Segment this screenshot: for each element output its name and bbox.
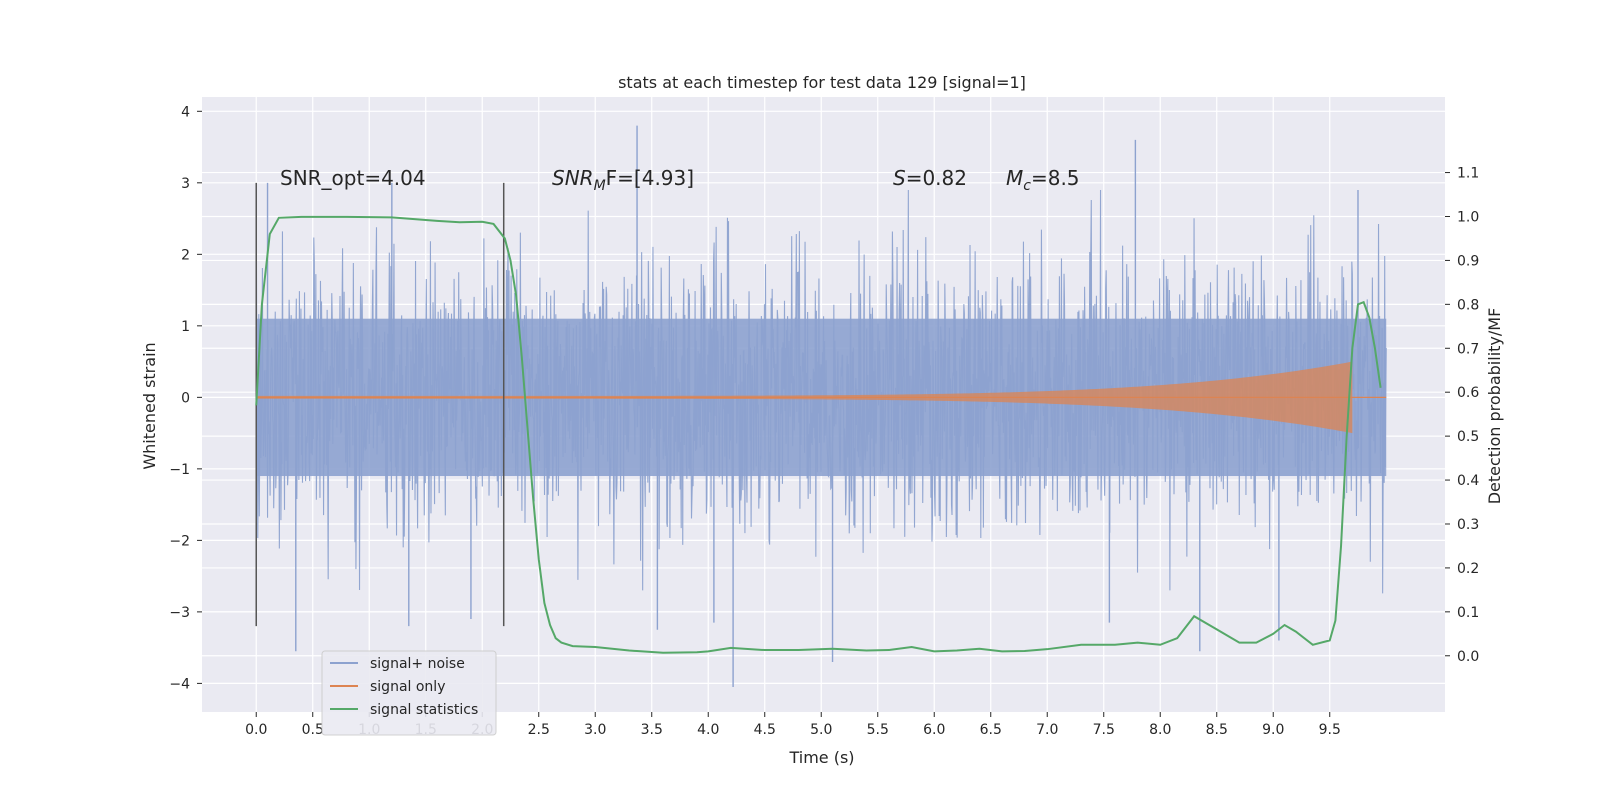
x-tick-label: 3.0 — [584, 722, 606, 738]
x-axis-label: Time (s) — [788, 748, 854, 767]
x-tick-label: 7.0 — [1036, 722, 1058, 738]
y2-tick-label: 1.0 — [1457, 209, 1479, 225]
y-tick-label: −2 — [169, 533, 190, 549]
y2-tick-label: 0.8 — [1457, 297, 1479, 313]
x-tick-label: 5.0 — [810, 722, 832, 738]
x-tick-label: 7.5 — [1093, 722, 1115, 738]
y2-tick-label: 0.5 — [1457, 429, 1479, 445]
y2-tick-label: 0.2 — [1457, 561, 1479, 577]
legend-label-signal-noise: signal+ noise — [370, 656, 465, 672]
legend-box — [321, 650, 497, 736]
x-tick-label: 3.5 — [641, 722, 663, 738]
chart-title: stats at each timestep for test data 129… — [618, 73, 1026, 92]
signal-statistics-line — [255, 215, 1382, 654]
y2-ticks: 1.1 1.0 0.9 0.8 0.7 0.6 0.5 0.4 0.3 0.2 0.1 0.0 — [1445, 166, 1479, 665]
y2-tick-label: 0.7 — [1457, 341, 1479, 357]
y2-tick-label: 0.0 — [1457, 649, 1479, 665]
legend-label-signal-statistics: signal statistics — [370, 702, 478, 718]
x-tick-label: 2.5 — [528, 722, 550, 738]
legend: signal+ noise signal only signal statist… — [321, 650, 497, 736]
annotation-snr-mf: SNRMF=[4.93] — [552, 166, 694, 194]
x-tick-label: 4.0 — [697, 722, 719, 738]
y-tick-label: 0 — [181, 390, 190, 406]
y-axis-label: Whitened strain — [140, 342, 159, 469]
y2-tick-label: 0.9 — [1457, 253, 1479, 269]
x-tick-label: 4.5 — [754, 722, 776, 738]
x-tick-label: 0.0 — [245, 722, 267, 738]
y-tick-label: 4 — [181, 104, 190, 120]
x-tick-label: 8.0 — [1149, 722, 1171, 738]
y-tick-label: 2 — [181, 247, 190, 263]
annotation-mc: Mc=8.5 — [1006, 166, 1080, 194]
y2-tick-label: 1.1 — [1457, 166, 1479, 182]
y-tick-label: −4 — [169, 676, 190, 692]
legend-label-signal-only: signal only — [370, 679, 445, 695]
y2-tick-label: 0.6 — [1457, 385, 1479, 401]
y-ticks: 4 3 2 1 0 −1 −2 −3 −4 — [169, 104, 202, 692]
x-tick-label: 6.0 — [923, 722, 945, 738]
signal-statistics-series — [255, 215, 1382, 654]
x-tick-label: 5.5 — [867, 722, 889, 738]
x-tick-label: 0.5 — [302, 722, 324, 738]
x-tick-label: 8.5 — [1206, 722, 1228, 738]
y2-tick-label: 0.3 — [1457, 517, 1479, 533]
y2-tick-label: 0.1 — [1457, 605, 1479, 621]
y-tick-label: 3 — [181, 176, 190, 192]
y2-axis-label: Detection probability/MF — [1485, 308, 1504, 505]
y-tick-label: 1 — [181, 319, 190, 335]
x-tick-label: 9.5 — [1319, 722, 1341, 738]
x-tick-label: 9.0 — [1262, 722, 1284, 738]
signal-only-series — [256, 361, 1387, 434]
y-tick-label: −1 — [169, 462, 190, 478]
y-tick-label: −3 — [169, 605, 190, 621]
plot-area — [255, 125, 1387, 687]
annotation-snr-opt: SNR_opt=4.04 — [280, 166, 426, 190]
y2-tick-label: 0.4 — [1457, 473, 1479, 489]
x-tick-label: 6.5 — [980, 722, 1002, 738]
annotation-s: S=0.82 — [893, 166, 967, 190]
